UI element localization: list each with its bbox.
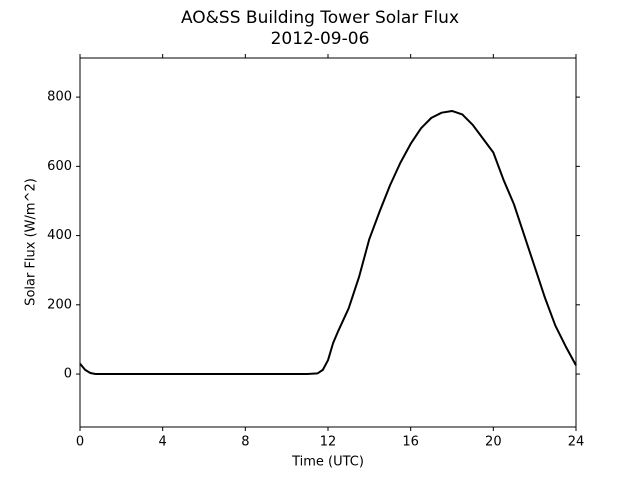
x-tick-label: 12: [320, 435, 337, 450]
y-axis-label: Solar Flux (W/m^2): [24, 178, 39, 306]
data-line: [79, 109, 577, 376]
x-tick-label: 8: [241, 435, 249, 450]
y-tick-label: 400: [47, 228, 72, 243]
x-tick-label: 0: [76, 435, 84, 450]
y-tick-label: 0: [64, 367, 72, 382]
x-axis-label: Time (UTC): [291, 455, 364, 470]
x-tick-label: 24: [568, 435, 585, 450]
chart-subtitle: 2012-09-06: [271, 29, 370, 49]
x-tick-label: 20: [485, 435, 502, 450]
x-tick-label: 4: [159, 435, 167, 450]
plot-frame: [79, 57, 577, 428]
x-tick-label: 16: [402, 435, 419, 450]
chart-title: AO&SS Building Tower Solar Flux: [181, 8, 459, 28]
y-tick-label: 800: [47, 90, 72, 105]
y-tick-label: 600: [47, 159, 72, 174]
y-tick-label: 200: [47, 297, 72, 312]
